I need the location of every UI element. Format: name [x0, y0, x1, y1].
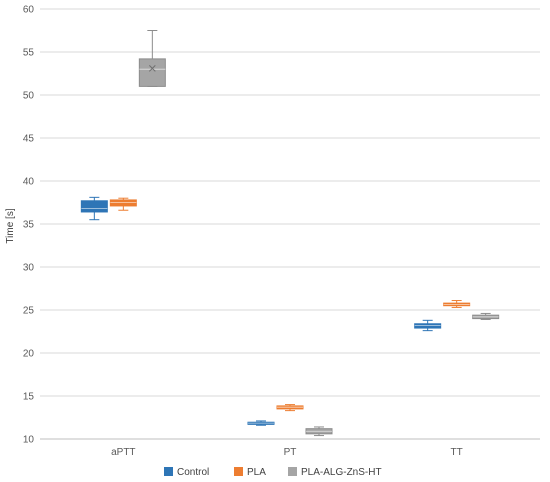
- box-body: [109, 199, 137, 207]
- y-tick-label: 60: [23, 5, 35, 16]
- mean-marker: [148, 64, 156, 72]
- box-aptt-1: [109, 197, 137, 211]
- box-aptt-0: [80, 196, 108, 221]
- x-axis-ticks: aPTT PT TT: [111, 447, 463, 458]
- box-tt-2: [472, 312, 500, 320]
- x-tick-label: aPTT: [111, 447, 135, 458]
- y-tick-label: 45: [23, 134, 35, 145]
- box-pt-1: [276, 404, 304, 412]
- box-body: [138, 58, 166, 87]
- y-tick-label: 15: [23, 392, 35, 403]
- legend-swatch: [234, 467, 243, 476]
- x-tick-label: PT: [284, 447, 297, 458]
- y-tick-label: 55: [23, 48, 35, 59]
- legend-swatch: [288, 467, 297, 476]
- y-tick-label: 35: [23, 220, 35, 231]
- y-tick-label: 25: [23, 306, 35, 317]
- gridlines: [40, 8, 540, 440]
- box-body: [80, 200, 108, 213]
- y-tick-label: 30: [23, 263, 35, 274]
- legend-label: Control: [177, 467, 209, 478]
- y-tick-label: 20: [23, 349, 35, 360]
- y-tick-label: 50: [23, 91, 35, 102]
- box-body: [414, 323, 442, 329]
- box-pt-2: [305, 426, 333, 437]
- box-tt-1: [443, 300, 471, 308]
- legend-label: PLA-ALG-ZnS-HT: [301, 467, 382, 478]
- box-pt-0: [247, 420, 275, 426]
- y-tick-label: 40: [23, 177, 35, 188]
- box-tt-0: [414, 319, 442, 332]
- y-axis-title: Time [s]: [5, 208, 16, 243]
- box-series: [80, 30, 500, 437]
- box-aptt-2: [138, 30, 166, 87]
- legend-item: PLA-ALG-ZnS-HT: [288, 467, 382, 478]
- legend-label: PLA: [247, 467, 266, 478]
- legend-item: Control: [164, 467, 209, 478]
- legend: Control PLA PLA-ALG-ZnS-HT: [164, 467, 382, 478]
- y-axis-ticks: 10 15 20 25 30 35 40 45 50 55 60: [23, 5, 35, 446]
- x-tick-label: TT: [451, 447, 463, 458]
- legend-swatch: [164, 467, 173, 476]
- y-tick-label: 10: [23, 435, 35, 446]
- legend-item: PLA: [234, 467, 266, 478]
